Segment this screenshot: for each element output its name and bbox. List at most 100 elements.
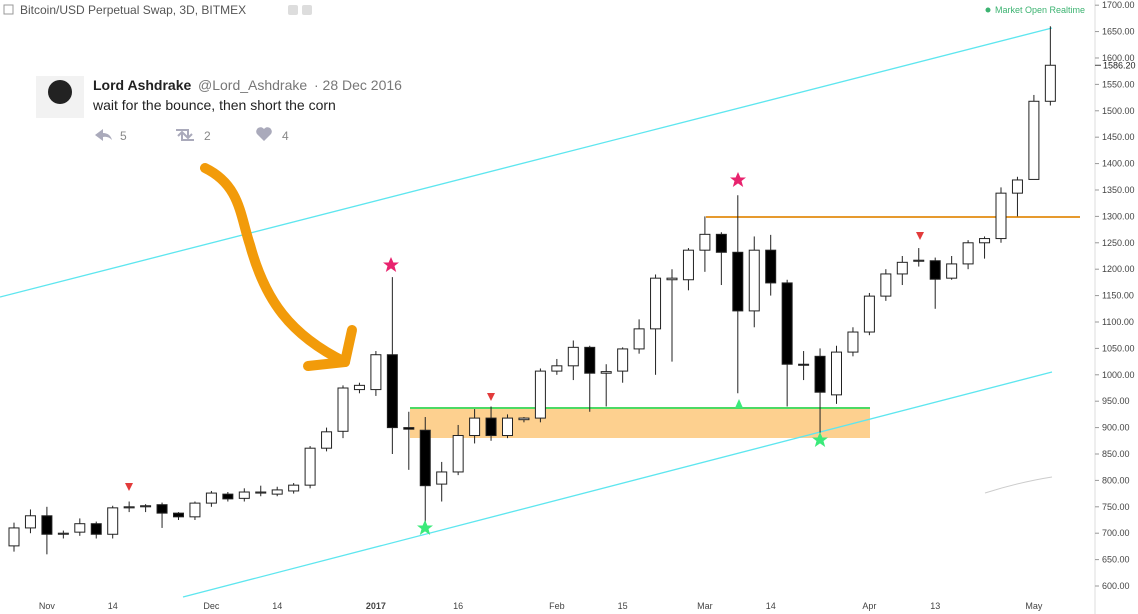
candle-body [567, 346, 579, 367]
y-tick-label: 800.00 [1102, 475, 1130, 485]
candle-body [370, 354, 382, 391]
candle-body [880, 273, 892, 297]
y-tick-label: 700.00 [1102, 528, 1130, 538]
candle-body [831, 351, 842, 396]
y-tick-label: 600.00 [1102, 581, 1130, 591]
icon [3, 4, 14, 15]
x-tick-label: Nov [39, 601, 56, 611]
curve [984, 476, 1053, 494]
signal-down [125, 483, 133, 491]
candle-body [205, 492, 217, 504]
candle-body [485, 417, 497, 437]
y-tick-label: 1700.00 [1102, 0, 1135, 10]
reply-icon[interactable] [95, 129, 112, 141]
candle-body [765, 249, 777, 284]
y-tick-label: 1650.00 [1102, 27, 1135, 37]
y-tick-label: 1050.00 [1102, 343, 1135, 353]
y-tick-label: 1400.00 [1102, 159, 1135, 169]
candle-body [353, 384, 365, 391]
candle-body [288, 484, 300, 492]
y-tick-label: 1000.00 [1102, 370, 1135, 380]
status-dot [985, 7, 991, 13]
candle-body [979, 238, 991, 244]
y-tick-label: 750.00 [1102, 502, 1130, 512]
candle-body [189, 502, 201, 518]
candle-body [584, 346, 596, 374]
y-tick-label: 1450.00 [1102, 132, 1135, 142]
candle-body [403, 427, 415, 430]
x-tick-label: 2017 [366, 601, 386, 611]
x-tick-label: 15 [618, 601, 628, 611]
tweet-author: Lord Ashdrake [93, 77, 191, 93]
candle-body [518, 417, 530, 421]
candle-body [271, 489, 283, 495]
candle-body [1028, 100, 1040, 180]
y-tick-label: 1100.00 [1102, 317, 1134, 327]
y-tick-label: 1500.00 [1102, 106, 1135, 116]
candle-body [995, 192, 1007, 240]
candle-body [896, 261, 908, 275]
candle-body [732, 251, 744, 312]
candle-body [748, 249, 760, 312]
candle-body [321, 431, 333, 449]
candle-body [962, 242, 974, 265]
candle-body [8, 527, 20, 547]
candle-body [551, 365, 563, 372]
candle-body [534, 370, 546, 419]
reply-count: 5 [120, 129, 127, 143]
candle-body [419, 429, 431, 487]
icon[interactable] [288, 5, 298, 15]
candle-body [452, 435, 464, 473]
tweet-date: · 28 Dec 2016 [314, 77, 402, 93]
y-tick-label: 1200.00 [1102, 264, 1135, 274]
icon[interactable] [302, 5, 312, 15]
status: Market Open Realtime [995, 5, 1085, 15]
x-tick-label: 14 [272, 601, 282, 611]
candle-body [255, 491, 267, 494]
x-tick-label: 16 [453, 601, 463, 611]
x-tick-label: Mar [697, 601, 713, 611]
candle-body [90, 523, 102, 535]
plot-area [0, 0, 1095, 614]
candle-body [617, 348, 629, 372]
candle-body [863, 295, 875, 333]
y-tick-label: 1150.00 [1102, 291, 1134, 301]
candle-body [682, 249, 694, 281]
candle-body [123, 506, 135, 509]
candle-body [781, 282, 793, 365]
candle-body [156, 504, 168, 514]
candle-body [436, 471, 448, 485]
candle-body [847, 331, 859, 353]
y-tick-label: 900.00 [1102, 423, 1130, 433]
retweet-icon[interactable] [176, 129, 194, 141]
candle-body [1011, 179, 1023, 194]
x-tick-label: May [1025, 601, 1043, 611]
y-tick-label: 1600.00 [1102, 53, 1135, 63]
like-icon[interactable] [256, 127, 272, 141]
x-tick-label: 14 [108, 601, 118, 611]
candle-body [140, 505, 152, 508]
candle-body [24, 515, 36, 529]
signal-down [916, 232, 924, 240]
y-tick-label: 1550.00 [1102, 79, 1135, 89]
last-price-label: 1586.20 [1103, 60, 1136, 70]
candle-body [337, 387, 349, 432]
candle-body [173, 512, 184, 518]
candle-body [502, 417, 513, 437]
candle-body [946, 263, 958, 279]
retweet-count: 2 [204, 129, 211, 143]
candle-body [238, 491, 250, 499]
x-tick-label: Apr [862, 601, 876, 611]
candle-body [57, 532, 69, 535]
y-tick-label: 850.00 [1102, 449, 1130, 459]
y-tick-label: 1300.00 [1102, 211, 1135, 221]
candle-body [600, 371, 612, 374]
avatar-art [48, 80, 72, 104]
candle-body [699, 233, 711, 251]
tweet-text: wait for the bounce, then short the corn [92, 97, 336, 113]
candle-body [469, 417, 481, 437]
x-tick-label: 13 [930, 601, 940, 611]
candle-body [41, 515, 53, 535]
